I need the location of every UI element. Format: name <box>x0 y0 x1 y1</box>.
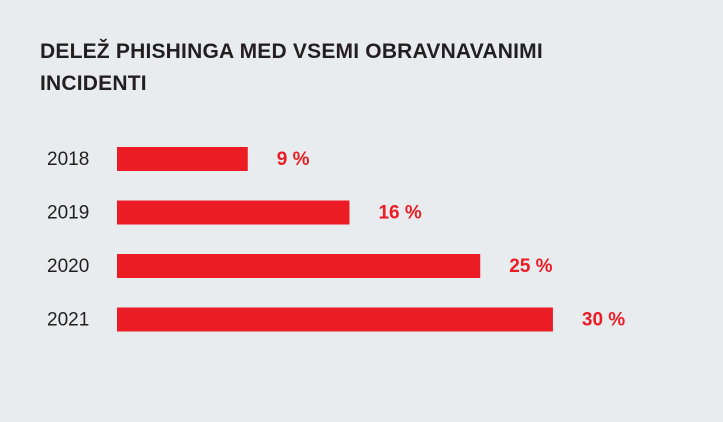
bar <box>117 147 248 171</box>
bar <box>117 307 553 332</box>
y-tick-label: 2021 <box>47 310 89 331</box>
data-label: 30 % <box>582 310 625 331</box>
y-tick-label: 2019 <box>47 203 89 224</box>
y-tick-label: 2018 <box>47 149 89 170</box>
data-label: 16 % <box>378 203 421 224</box>
bar <box>117 200 350 225</box>
data-label: 9 % <box>277 149 310 170</box>
chart-title: DELEŽ PHISHINGA MED VSEMI OBRAVNAVANIMI … <box>40 40 543 95</box>
y-tick-label: 2020 <box>47 256 89 277</box>
bar <box>117 254 481 278</box>
data-label: 25 % <box>509 256 552 277</box>
